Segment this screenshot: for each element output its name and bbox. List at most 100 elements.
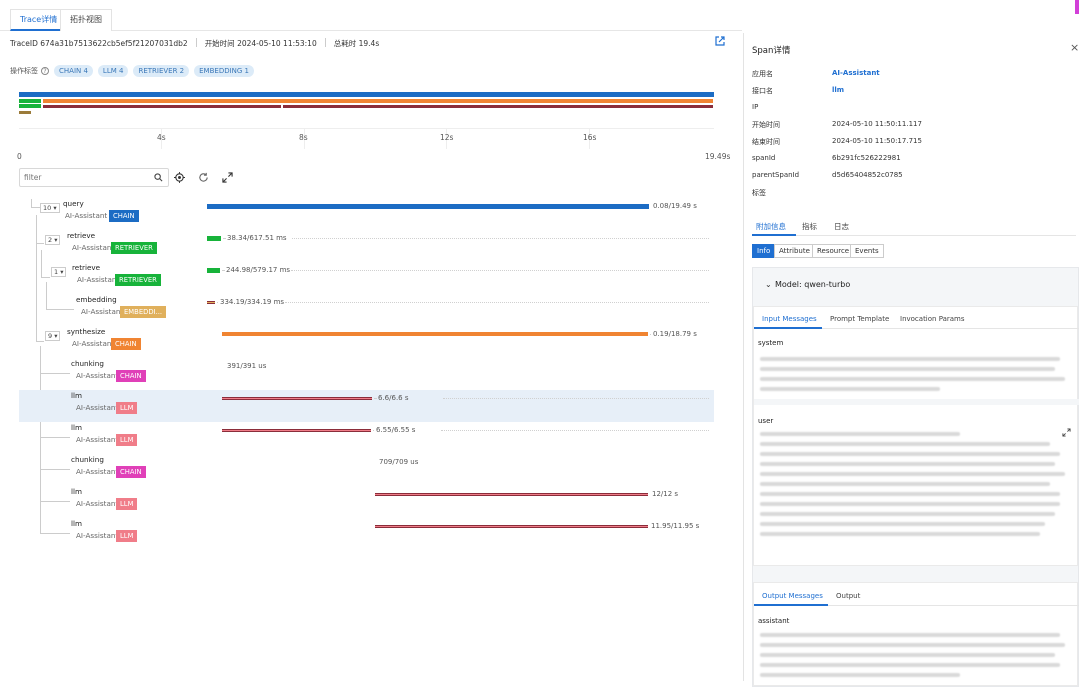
child-count-toggle[interactable]: 2 ▾: [45, 235, 61, 245]
external-link-icon[interactable]: [715, 36, 725, 46]
span-duration-bar[interactable]: [207, 267, 220, 273]
field-value: 2024-05-10 11:50:11.117: [832, 120, 922, 128]
tab-extra-info[interactable]: 附加信息: [756, 222, 786, 231]
span-name: llm: [71, 391, 82, 400]
span-row[interactable]: llm AI-Assistant LLM 6.55/6.55 s: [19, 422, 714, 454]
span-kind-badge: LLM: [116, 402, 138, 414]
span-row[interactable]: llm AI-Assistant LLM 6.6/6.6 s: [19, 390, 714, 422]
field-key: 标签: [752, 189, 766, 197]
tree-line: [40, 373, 70, 374]
span-kind-badge: LLM: [116, 498, 138, 510]
field-key: 应用名: [752, 70, 773, 78]
span-detail-panel: Span详情 × 应用名 AI-Assistant 接口名 llm IP 开始时间 2024…: [743, 33, 1080, 687]
span-row[interactable]: 9 ▾ synthesize AI-Assistant CHAIN 0.19/18.79…: [19, 326, 714, 358]
tree-line: [40, 346, 41, 533]
field-key: 接口名: [752, 87, 773, 95]
span-service: AI-Assistant: [77, 275, 120, 284]
span-row[interactable]: llm AI-Assistant LLM 11.95/11.95 s: [19, 518, 714, 550]
span-service: AI-Assistant: [76, 467, 119, 476]
child-count-toggle[interactable]: 1 ▾: [51, 267, 67, 277]
search-icon[interactable]: [154, 173, 163, 182]
tag-label: 操作标签?: [10, 66, 49, 76]
tag-chip-retriever[interactable]: RETRIEVER 2: [133, 65, 190, 77]
accent-marker: [1075, 0, 1079, 14]
span-name: llm: [71, 519, 82, 528]
tab-logs[interactable]: 日志: [834, 222, 849, 231]
axis-start: 0: [17, 152, 22, 161]
span-name: synthesize: [67, 327, 106, 336]
tab-invocation-params[interactable]: Invocation Params: [900, 315, 965, 323]
span-name: query: [63, 199, 84, 208]
span-row[interactable]: embedding AI-Assistant EMBEDDI... 334.19/33…: [19, 294, 714, 326]
refresh-icon[interactable]: [198, 172, 209, 183]
seg-events[interactable]: Events: [850, 244, 884, 258]
tree-line: [31, 199, 32, 207]
span-row[interactable]: chunking AI-Assistant CHAIN 391/391 us: [19, 358, 714, 390]
span-duration-bar[interactable]: [222, 332, 648, 336]
fullscreen-icon[interactable]: [1062, 428, 1071, 437]
tree-line: [40, 501, 70, 502]
span-row[interactable]: 2 ▾ retrieve AI-Assistant RETRIEVER 38.34/61…: [19, 230, 714, 262]
close-icon[interactable]: ×: [1070, 41, 1080, 54]
expand-icon[interactable]: [222, 172, 233, 183]
locate-icon[interactable]: [174, 172, 185, 183]
span-service: AI-Assistant: [72, 243, 115, 252]
span-row[interactable]: 1 ▾ retrieve AI-Assistant RETRIEVER 244.98/5…: [19, 262, 714, 294]
filter-input[interactable]: [24, 173, 144, 182]
chevron-down-icon[interactable]: ⌄: [765, 280, 772, 289]
help-icon[interactable]: ?: [41, 67, 49, 75]
overview-bar: [43, 105, 281, 108]
field-key: IP: [752, 103, 759, 111]
span-duration-label: 0.19/18.79 s: [653, 330, 697, 338]
output-box: Output Messages Output assistant: [753, 582, 1079, 686]
span-duration-bar[interactable]: [222, 428, 371, 432]
span-duration-bar[interactable]: [207, 300, 215, 304]
field-value: AI-Assistant: [832, 69, 880, 77]
tag-chip-llm[interactable]: LLM 4: [97, 65, 129, 77]
tab-topology[interactable]: 拓扑视图: [60, 9, 112, 31]
span-kind-badge: RETRIEVER: [111, 242, 157, 254]
tab-output[interactable]: Output: [836, 592, 861, 600]
span-duration-label: 334.19/334.19 ms: [220, 298, 285, 306]
span-kind-badge: CHAIN: [116, 466, 146, 478]
panel-title: Span详情: [752, 46, 791, 56]
tab-input-messages[interactable]: Input Messages: [762, 315, 817, 323]
span-kind-badge: LLM: [116, 530, 138, 542]
span-duration-bar[interactable]: [222, 396, 372, 400]
span-duration-label: 6.6/6.6 s: [378, 394, 409, 402]
timeline-overview[interactable]: [19, 90, 714, 120]
span-row[interactable]: 10 ▾ query AI-Assistant CHAIN 0.08/19.49 s: [19, 198, 714, 230]
axis-tick: 4s: [157, 133, 166, 142]
span-service: AI-Assistant: [72, 339, 115, 348]
seg-info[interactable]: Info: [752, 244, 776, 258]
user-role: user: [758, 417, 774, 425]
span-service: AI-Assistant: [65, 211, 108, 220]
span-duration-label: 244.98/579.17 ms: [226, 266, 291, 274]
tab-trace-detail[interactable]: Trace详情: [10, 9, 68, 31]
tree-line: [40, 469, 70, 470]
tab-prompt-template[interactable]: Prompt Template: [830, 315, 890, 323]
trace-meta: TraceID 674a31b7513622cb5ef5f21207031db2…: [10, 38, 379, 49]
tag-chip-chain[interactable]: CHAIN 4: [54, 65, 93, 77]
span-duration-bar[interactable]: [207, 235, 221, 241]
overview-bar: [43, 99, 713, 103]
seg-attribute[interactable]: Attribute: [774, 244, 815, 258]
span-duration-bar[interactable]: [207, 203, 649, 209]
span-duration-bar[interactable]: [375, 524, 648, 528]
span-duration-bar[interactable]: [375, 492, 648, 496]
span-duration-label: 12/12 s: [652, 490, 679, 498]
seg-resource[interactable]: Resource: [812, 244, 855, 258]
child-count-toggle[interactable]: 9 ▾: [45, 331, 61, 341]
model-name: Model: qwen-turbo: [775, 280, 851, 289]
start-time: 开始时间 2024-05-10 11:53:10: [204, 39, 317, 48]
tag-chip-embedding[interactable]: EMBEDDING 1: [194, 65, 254, 77]
filter-input-box[interactable]: [19, 168, 169, 187]
span-row[interactable]: llm AI-Assistant LLM 12/12 s: [19, 486, 714, 518]
span-row[interactable]: chunking AI-Assistant CHAIN 709/709 us: [19, 454, 714, 486]
tab-output-messages[interactable]: Output Messages: [762, 592, 823, 600]
child-count-toggle[interactable]: 10 ▾: [40, 203, 60, 213]
tree-line: [36, 215, 37, 341]
tree-line: [46, 309, 74, 310]
tab-metrics[interactable]: 指标: [802, 222, 817, 231]
tree-line: [41, 277, 50, 278]
